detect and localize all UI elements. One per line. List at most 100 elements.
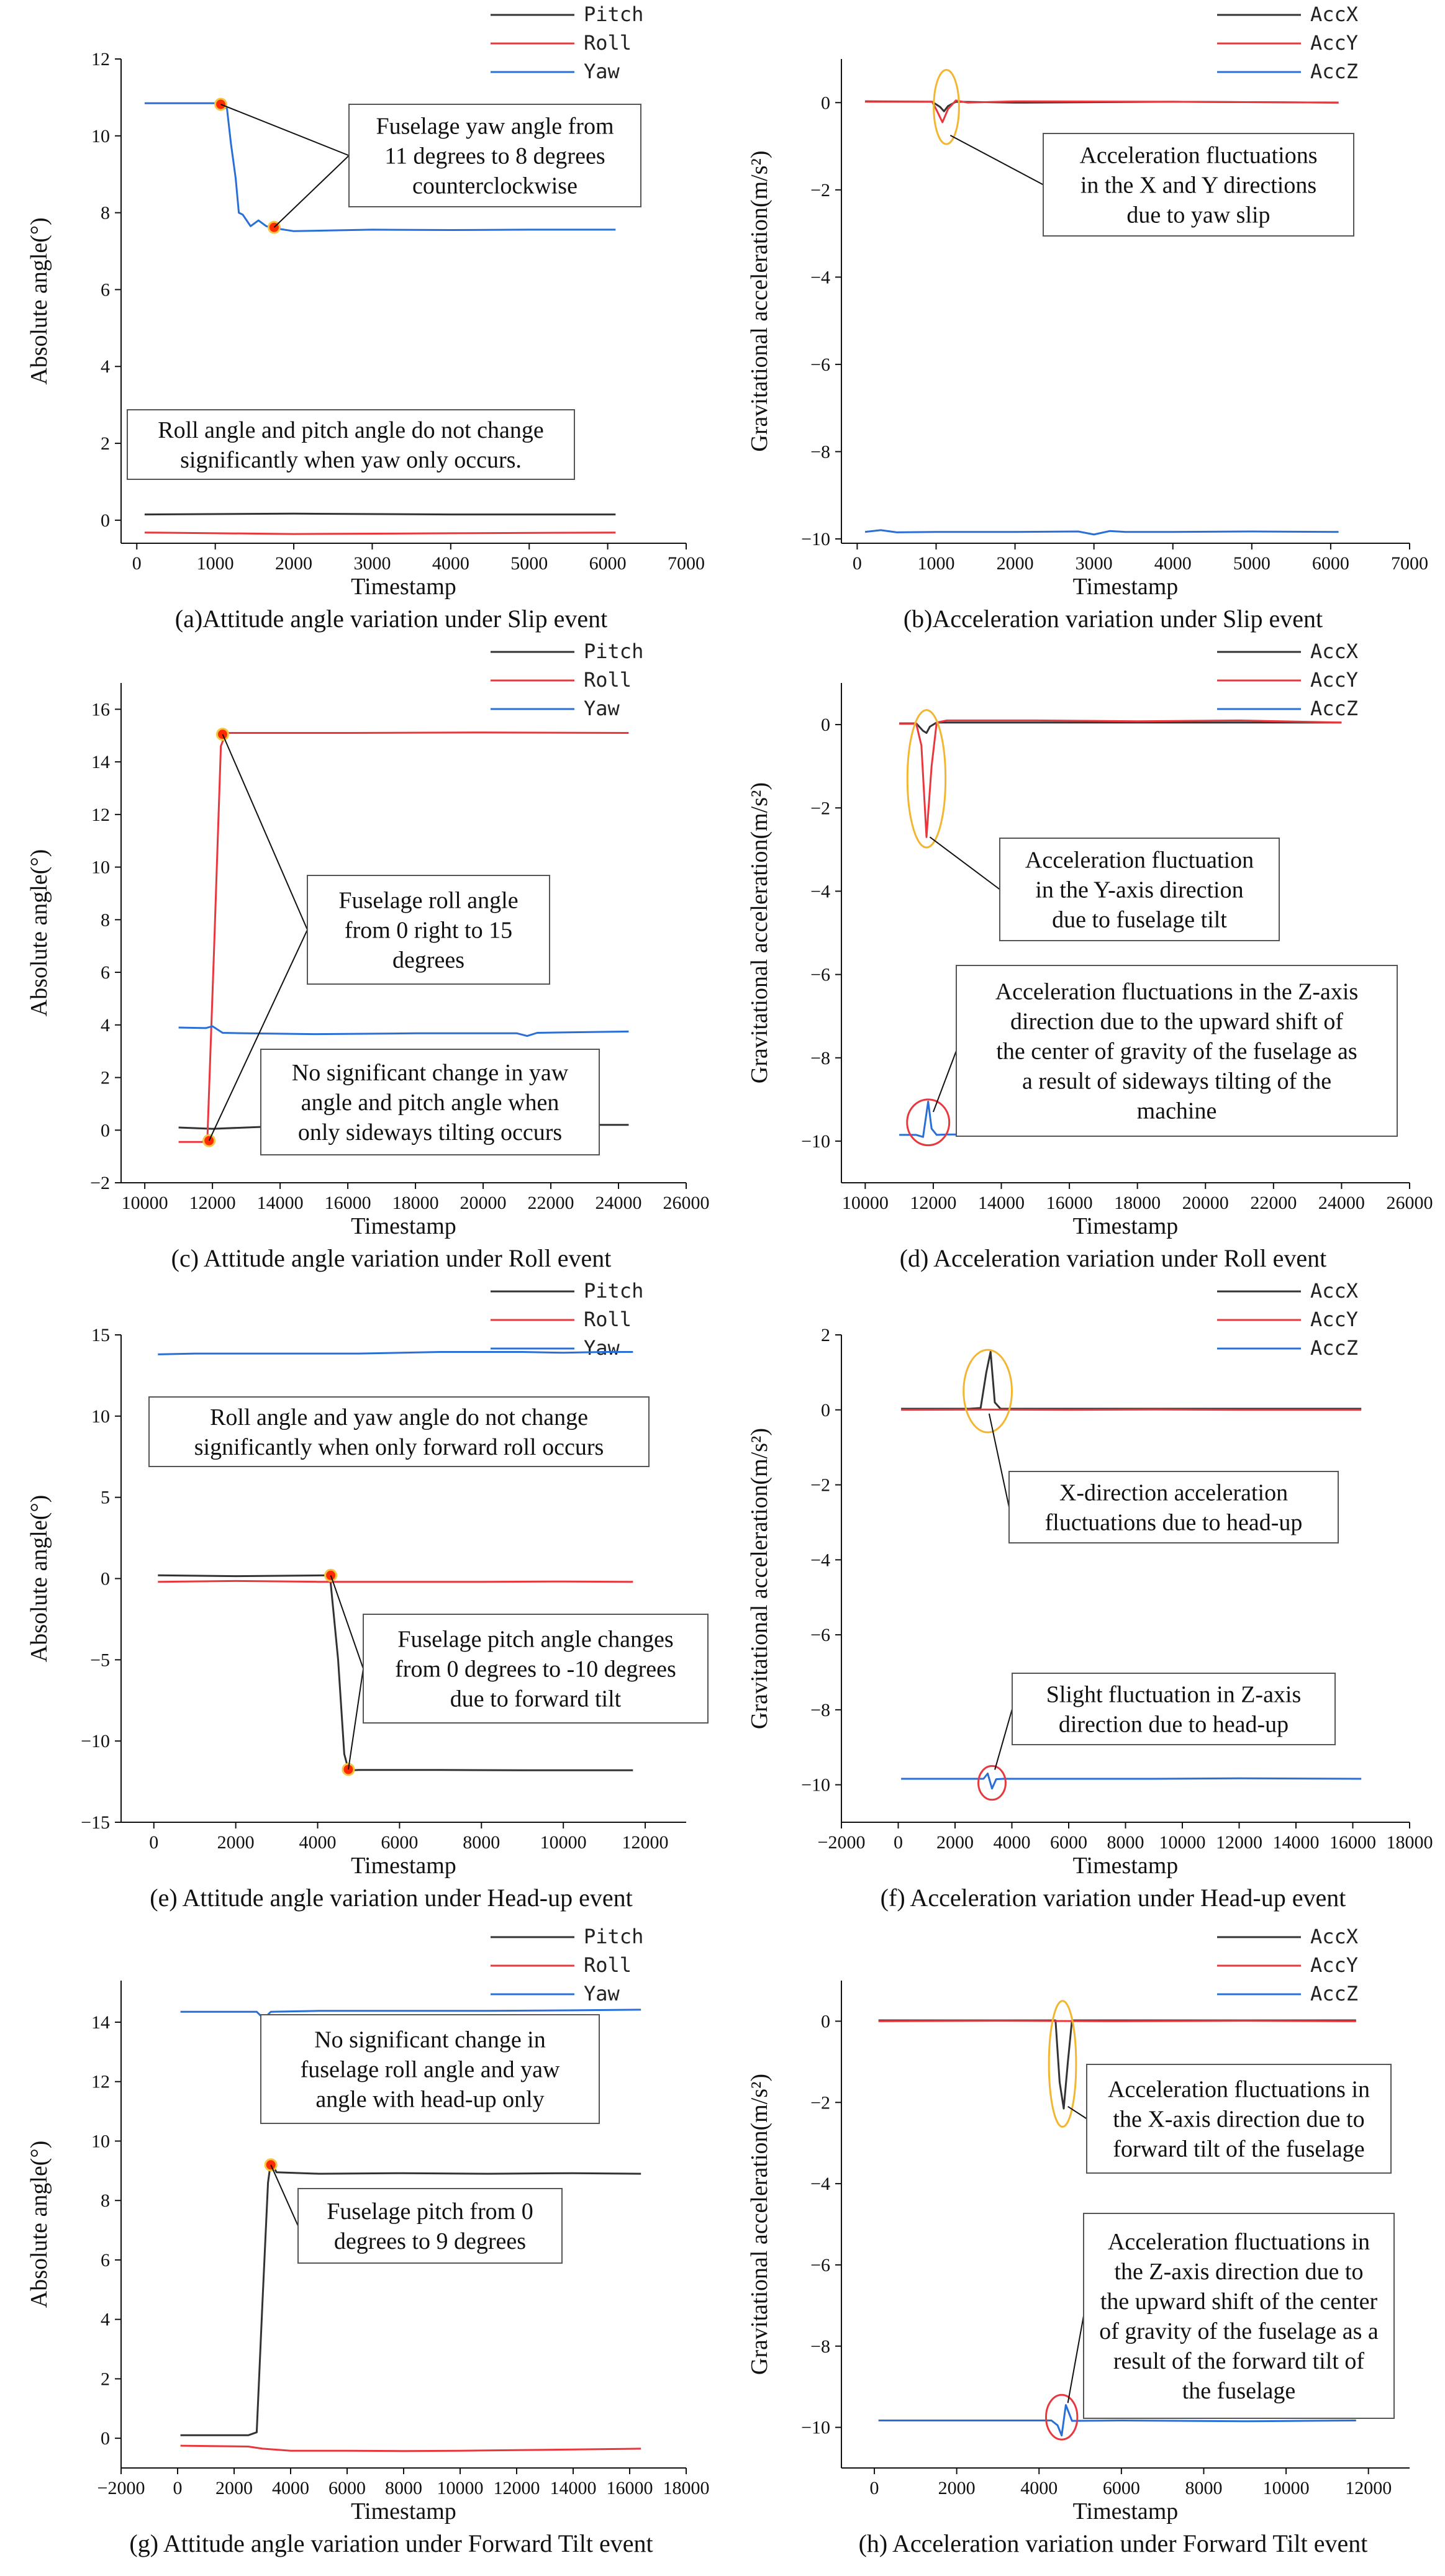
- x-tick-label: 7000: [668, 553, 705, 574]
- highlight-ellipse: [1045, 2393, 1079, 2441]
- x-tick-label: 5000: [1233, 553, 1271, 574]
- x-tick-label: 20000: [1182, 1193, 1229, 1213]
- y-tick-label: 0: [101, 1569, 110, 1589]
- legend-label-accx: AccX: [1310, 2, 1358, 26]
- x-axis-label: Timestamp: [351, 574, 456, 600]
- annotation-leader: [273, 155, 350, 228]
- y-axis-label: Absolute angle(°): [26, 849, 52, 1017]
- panel-caption: (h) Acceleration variation under Forward…: [859, 2529, 1368, 2557]
- series-line-yaw: [158, 1351, 633, 1355]
- annotation-box: [127, 409, 575, 480]
- x-tick-label: 24000: [1318, 1193, 1365, 1213]
- annotation-text: Acceleration fluctuation: [1025, 847, 1254, 874]
- legend-label-roll: Roll: [584, 31, 632, 55]
- y-tick-label: 0: [821, 2011, 830, 2031]
- x-tick-label: 7000: [1391, 553, 1428, 574]
- y-tick-label: 15: [91, 1325, 110, 1345]
- y-tick-label: 12: [91, 49, 110, 70]
- y-tick-label: 8: [101, 2190, 110, 2211]
- x-axis-label: Timestamp: [1073, 574, 1179, 600]
- highlight-ellipse: [1048, 2000, 1077, 2128]
- x-tick-label: 3000: [1076, 553, 1113, 574]
- legend-label-pitch: Pitch: [584, 1925, 643, 1948]
- chart-f: −2000 0 2000 4000 6000 8000 10000 12000 14000 160…: [746, 1279, 1433, 1912]
- y-tick-label: 2: [101, 2369, 110, 2389]
- x-tick-label: 24000: [596, 1193, 642, 1213]
- annotation-text: Fuselage roll angle: [338, 888, 518, 914]
- highlight-ellipse: [933, 69, 960, 145]
- x-tick-label: 4000: [1020, 2478, 1058, 2498]
- y-tick-label: 0: [101, 2428, 110, 2449]
- annotation-text: a result of sideways tilting of the: [1022, 1069, 1331, 1095]
- x-tick-label: 26000: [663, 1193, 710, 1213]
- y-axis-label: Gravitational acceleration(m/s²): [746, 1428, 772, 1729]
- x-axis-label: Timestamp: [351, 1853, 456, 1879]
- x-tick-label: 14000: [257, 1193, 304, 1213]
- y-tick-label: −15: [81, 1812, 110, 1833]
- x-axis-label: Timestamp: [1073, 2498, 1179, 2524]
- panel-caption: (c) Attitude angle variation under Roll …: [171, 1244, 612, 1272]
- y-tick-label: −4: [810, 1550, 830, 1570]
- annotation-leader: [929, 836, 1000, 890]
- series-line-pitch: [144, 512, 616, 516]
- panel-caption: (e) Attitude angle variation under Head-…: [150, 1884, 632, 1912]
- y-tick-label: −6: [810, 355, 830, 375]
- y-tick-label: 10: [91, 126, 110, 147]
- legend-label-pitch: Pitch: [584, 639, 643, 663]
- y-tick-label: −2: [810, 798, 830, 818]
- annotation-text: the center of gravity of the fuselage as: [996, 1039, 1357, 1065]
- highlight-ellipse: [906, 709, 947, 849]
- legend-label-accx: AccX: [1310, 1925, 1358, 1948]
- series-line-accz: [878, 2404, 1356, 2437]
- x-tick-label: 10000: [1263, 2478, 1310, 2498]
- x-tick-label: −2000: [97, 2478, 145, 2498]
- y-tick-label: 14: [91, 752, 110, 772]
- annotation-text: Roll angle and yaw angle do not change: [210, 1404, 588, 1430]
- series-line-accy: [899, 719, 1342, 838]
- x-tick-label: 4000: [1154, 553, 1192, 574]
- x-tick-label: 18000: [1387, 1832, 1433, 1853]
- x-tick-label: 12000: [189, 1193, 236, 1213]
- y-tick-label: 6: [101, 962, 110, 983]
- y-tick-label: −2: [810, 2092, 830, 2113]
- annotation-box: [307, 875, 550, 985]
- y-axis-label: Absolute angle(°): [26, 1495, 52, 1663]
- annotation-leader: [949, 135, 1044, 186]
- y-axis-label: Absolute angle(°): [26, 217, 52, 385]
- x-tick-label: 0: [894, 1832, 903, 1853]
- x-tick-label: 2000: [997, 553, 1034, 574]
- x-tick-label: 6000: [589, 553, 627, 574]
- series-line-accy: [878, 2020, 1356, 2022]
- annotation-box: [1008, 1471, 1339, 1543]
- legend-label-accy: AccY: [1310, 1953, 1358, 1977]
- series-line-roll: [180, 2444, 641, 2452]
- y-tick-label: 0: [821, 715, 830, 735]
- legend-label-accy: AccY: [1310, 1308, 1358, 1331]
- series-line-yaw: [180, 2009, 641, 2020]
- annotation-leader: [1067, 2105, 1087, 2120]
- annotation-text: Fuselage pitch angle changes: [397, 1627, 673, 1653]
- annotation-box: [1043, 133, 1354, 237]
- annotation-text: the X-axis direction due to: [1113, 2107, 1364, 2133]
- legend-label-accz: AccZ: [1310, 60, 1358, 83]
- x-tick-label: 0: [870, 2478, 879, 2498]
- annotation-text: No significant change in: [314, 2027, 546, 2053]
- x-tick-label: 14000: [550, 2478, 597, 2498]
- legend-label-yaw: Yaw: [584, 1982, 620, 2005]
- x-tick-label: 1000: [197, 553, 234, 574]
- annotation-box: [1012, 1673, 1336, 1745]
- annotation-text: from 0 right to 15: [345, 918, 512, 944]
- x-tick-label: −2000: [818, 1832, 866, 1853]
- annotation-leader: [270, 2164, 299, 2226]
- chart-a: 0 1000 2000 3000 4000 5000 6000 7000 0 2 4 6 8 10 12 Ti…: [26, 2, 705, 633]
- annotation-text: angle and pitch angle when: [301, 1090, 559, 1116]
- y-tick-label: −8: [810, 1700, 830, 1720]
- annotation-text: significantly when yaw only occurs.: [180, 447, 522, 473]
- x-tick-label: 6000: [1312, 553, 1349, 574]
- annotation-box: [1086, 2064, 1392, 2174]
- chart-c: 10000 12000 14000 16000 18000 20000 22000 24000…: [26, 639, 710, 1272]
- x-tick-label: 20000: [460, 1193, 507, 1213]
- panel-caption: (g) Attitude angle variation under Forwa…: [129, 2529, 653, 2557]
- y-tick-label: 2: [821, 1325, 830, 1345]
